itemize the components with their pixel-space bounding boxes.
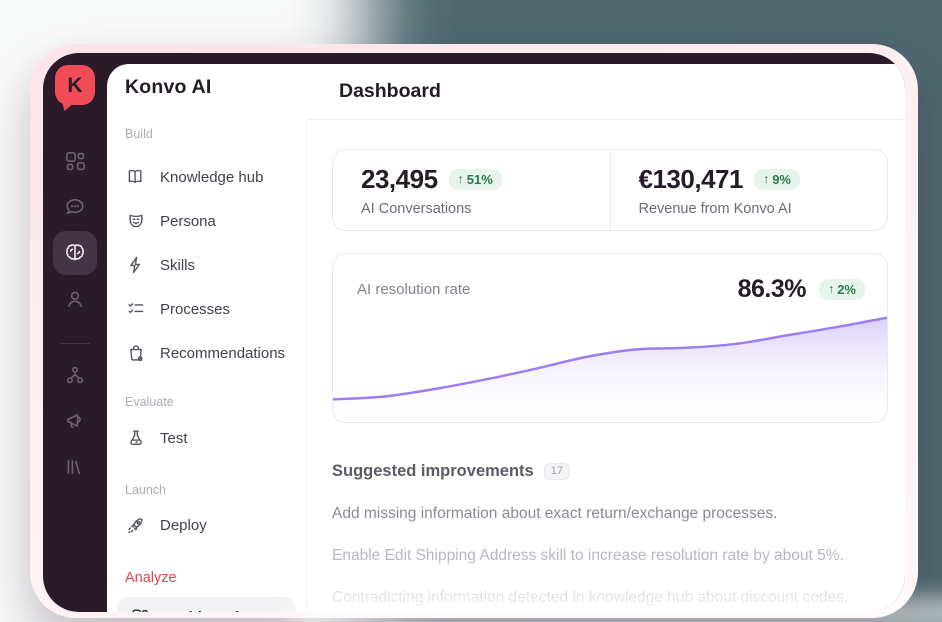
nav-item-recommendations[interactable]: Recommendations [122,331,294,375]
resolution-rate-chart [333,305,887,422]
resolution-rate-label: AI resolution rate [357,281,471,298]
nav-item-label: Test [160,429,188,447]
chart-line [333,316,887,401]
nav-item-label: Persona [160,212,216,230]
resolution-rate-header: AI resolution rate 86.3% ↑ 2% [333,254,887,304]
delta-badge: ↑ 51% [448,168,502,190]
nav-item-persona[interactable]: Persona [122,199,294,243]
rail-item-conversations[interactable] [53,185,97,229]
knowledge-hub-book-icon [128,169,142,184]
suggestion-item[interactable]: Add missing information about exact retu… [332,505,778,522]
area-chart [333,316,887,422]
rail-item-workflow[interactable] [53,353,97,397]
test-flask-icon [130,430,142,446]
suggestions-header: Suggested improvements 17 [332,462,888,481]
nav-item-skills[interactable]: Skills [122,243,294,287]
dashboard-grid-icon [132,609,148,612]
nav-item-label: Dashboard [161,609,239,613]
dashboard-grid-icon [65,151,86,171]
nav-item-label: Recommendations [160,344,286,362]
suggestions-title: Suggested improvements [332,462,534,480]
rail-item-users[interactable] [53,277,97,321]
megaphone-icon [67,414,81,428]
delta-value: 9% [772,171,791,187]
delta-badge: ↑ 9% [753,168,800,190]
arrow-up-icon: ↑ [762,171,770,186]
rail-item-library[interactable] [53,445,97,489]
nav-item-deploy[interactable]: Deploy [122,503,294,547]
stat-revenue: €130,471 ↑ 9% Revenue from Konvo AI [609,150,888,230]
resolution-rate-value: 86.3% [737,275,807,303]
library-books-icon [67,460,80,475]
icon-rail: K [43,53,107,612]
konvo-logo[interactable]: K [55,65,95,105]
processes-checklist-icon [128,303,144,314]
nav-section-launch: Launch [125,483,167,497]
main-column: Dashboard 23,495 ↑ 51% [306,64,905,612]
deploy-rocket-icon [128,518,143,534]
rail-item-brain-active[interactable] [53,231,97,275]
nav-item-label: Deploy [160,516,207,534]
delta-value: 2% [837,282,856,297]
brand-title: Konvo AI [125,76,212,98]
main-header: Dashboard [306,64,905,120]
delta-value: 51% [466,171,493,187]
stat-label: AI Conversations [361,200,472,217]
suggestions-count-badge: 17 [543,463,570,480]
nav-item-label: Knowledge hub [160,168,264,186]
persona-mask-icon [129,214,143,228]
arrow-up-icon: ↑ [457,171,464,186]
resolution-rate-card: AI resolution rate 86.3% ↑ 2% [332,253,888,423]
brain-icon [66,244,84,261]
app-window-frame: K [30,44,918,618]
recommendations-bag-icon [130,345,143,362]
stat-value: €130,471 [638,163,744,194]
stat-label: Revenue from Konvo AI [638,200,792,217]
suggestion-item[interactable]: Contradicting information detected in kn… [332,589,849,606]
main-body: 23,495 ↑ 51% AI Conversations [306,120,905,612]
stat-conversations: 23,495 ↑ 51% AI Conversations [333,150,610,230]
user-icon [68,291,82,307]
content-panel: Konvo AI Build Knowledge hub [107,64,905,612]
rail-divider [60,343,90,344]
nav-item-test[interactable]: Test [122,416,294,460]
nav-item-dashboard-active[interactable]: Dashboard [117,597,296,612]
page-title: Dashboard [339,80,441,102]
rail-item-dashboard[interactable] [53,139,97,183]
konvo-logo-letter: K [67,73,83,97]
delta-badge: ↑ 2% [818,279,865,300]
stat-value: 23,495 [361,163,438,194]
rail-icon-list [43,139,107,491]
nav-item-label: Skills [160,256,196,274]
stats-card: 23,495 ↑ 51% AI Conversations [332,149,888,231]
nav-item-label: Processes [160,300,231,318]
app-window: K [43,53,905,612]
nav-section-analyze[interactable]: Analyze [125,570,177,586]
nav-item-processes[interactable]: Processes [122,287,294,331]
rail-item-announcements[interactable] [53,399,97,443]
nav-sidebar: Konvo AI Build Knowledge hub [107,64,306,612]
skills-lightning-icon [130,256,140,274]
arrow-up-icon: ↑ [827,282,835,297]
workflow-nodes-icon [66,366,84,384]
chat-icon [66,199,84,214]
suggestion-item[interactable]: Enable Edit Shipping Address skill to in… [332,547,844,564]
nav-item-knowledge-hub[interactable]: Knowledge hub [122,155,294,199]
nav-section-build: Build [125,127,153,141]
nav-section-evaluate: Evaluate [125,395,174,409]
chart-area-fill [333,317,887,422]
